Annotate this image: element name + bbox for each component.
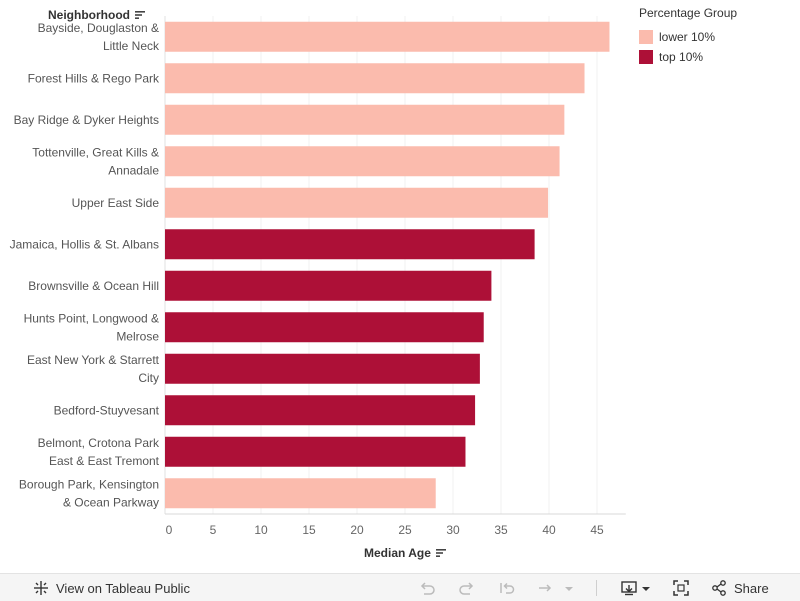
x-axis-header[interactable]: Median Age — [364, 546, 447, 560]
category-label-line: & Ocean Parkway — [63, 495, 159, 509]
x-tick-label: 15 — [302, 523, 316, 537]
tableau-toolbar: View on Tableau Public — [0, 573, 800, 601]
category-label-line: Bedford-Stuyvesant — [54, 403, 160, 417]
category-label-line: East & East Tremont — [49, 454, 160, 468]
legend-title: Percentage Group — [639, 6, 738, 20]
category-label: Bedford-Stuyvesant — [54, 403, 160, 417]
share-icon — [712, 580, 726, 596]
category-label-line: Annadale — [108, 163, 159, 177]
share-button[interactable]: Share — [710, 579, 769, 597]
revert-icon[interactable] — [498, 579, 516, 597]
bar[interactable] — [165, 478, 436, 509]
category-label: Bayside, Douglaston & Little Neck — [38, 21, 160, 53]
category-label-line: Bayside, Douglaston & — [38, 21, 159, 35]
bar[interactable] — [165, 146, 560, 177]
x-tick-label: 5 — [210, 523, 217, 537]
bar[interactable] — [165, 187, 549, 218]
view-on-tableau-link[interactable]: View on Tableau Public — [32, 579, 190, 597]
category-label-line: Melrose — [116, 329, 159, 343]
chart-area: Bayside, Douglaston & Little Neck Forest H… — [10, 16, 626, 537]
bar[interactable] — [165, 229, 535, 260]
y-axis-header[interactable]: Neighborhood — [48, 8, 146, 22]
category-label: Brownsville & Ocean Hill — [28, 279, 159, 293]
chevron-down-icon[interactable] — [562, 579, 576, 597]
legend-label-top: top 10% — [659, 50, 704, 64]
category-label-line: City — [138, 371, 159, 385]
sort-icon[interactable] — [134, 10, 146, 20]
toolbar-divider — [596, 580, 597, 596]
legend: Percentage Group lower 10% top 10% — [639, 6, 737, 67]
legend-item-top[interactable]: top 10% — [639, 47, 737, 67]
bar[interactable] — [165, 353, 480, 384]
view-on-tableau-label: View on Tableau Public — [56, 580, 190, 596]
category-label-line: Belmont, Crotona Park — [38, 436, 160, 450]
download-icon[interactable] — [620, 579, 638, 597]
category-label: Forest Hills & Rego Park — [28, 71, 160, 85]
category-label: East New York & Starrett City — [27, 353, 160, 385]
category-label: Hunts Point, Longwood & Melrose — [24, 311, 160, 343]
category-label-line: Brownsville & Ocean Hill — [28, 279, 159, 293]
category-label: Tottenville, Great Kills & Annadale — [32, 145, 159, 177]
category-label: Jamaica, Hollis & St. Albans — [10, 237, 159, 251]
bar[interactable] — [165, 436, 466, 467]
legend-item-lower[interactable]: lower 10% — [639, 27, 737, 47]
category-label: Bay Ridge & Dyker Heights — [14, 113, 159, 127]
x-tick-label: 45 — [590, 523, 604, 537]
refresh-icon[interactable] — [536, 579, 554, 597]
x-tick-label: 20 — [350, 523, 364, 537]
y-axis-header-label: Neighborhood — [48, 8, 130, 22]
bar[interactable] — [165, 270, 492, 301]
legend-swatch-top — [639, 50, 653, 64]
x-axis-header-label: Median Age — [364, 546, 431, 560]
sort-icon[interactable] — [435, 548, 447, 558]
legend-label-lower: lower 10% — [659, 30, 716, 44]
x-tick-label: 25 — [398, 523, 412, 537]
category-label-line: Bay Ridge & Dyker Heights — [14, 113, 159, 127]
x-tick-label: 35 — [494, 523, 508, 537]
share-label: Share — [734, 580, 769, 596]
category-label-line: Tottenville, Great Kills & — [32, 145, 159, 159]
tableau-logo-icon — [34, 581, 48, 595]
undo-icon[interactable] — [418, 579, 436, 597]
bar[interactable] — [165, 104, 565, 135]
x-tick-label: 40 — [542, 523, 556, 537]
bar[interactable] — [165, 395, 476, 426]
category-label-line: Upper East Side — [72, 196, 160, 210]
bar[interactable] — [165, 63, 585, 94]
category-label-line: Little Neck — [103, 39, 160, 53]
category-label: Upper East Side — [72, 196, 160, 210]
category-label-line: East New York & Starrett — [27, 353, 160, 367]
fullscreen-icon[interactable] — [672, 579, 690, 597]
category-label: Belmont, Crotona Park East & East Tremont — [38, 436, 160, 468]
chevron-down-icon[interactable] — [640, 579, 652, 597]
category-label-line: Hunts Point, Longwood & — [24, 311, 159, 325]
bar[interactable] — [165, 21, 610, 52]
category-label: Borough Park, Kensington & Ocean Parkway — [19, 477, 159, 509]
category-label-line: Borough Park, Kensington — [19, 477, 159, 491]
redo-icon[interactable] — [458, 579, 476, 597]
x-tick-label: 10 — [254, 523, 268, 537]
category-label-line: Jamaica, Hollis & St. Albans — [10, 237, 159, 251]
bar[interactable] — [165, 312, 484, 343]
x-tick-label: 0 — [166, 523, 173, 537]
legend-swatch-lower — [639, 30, 653, 44]
x-tick-label: 30 — [446, 523, 460, 537]
category-label-line: Forest Hills & Rego Park — [28, 71, 160, 85]
